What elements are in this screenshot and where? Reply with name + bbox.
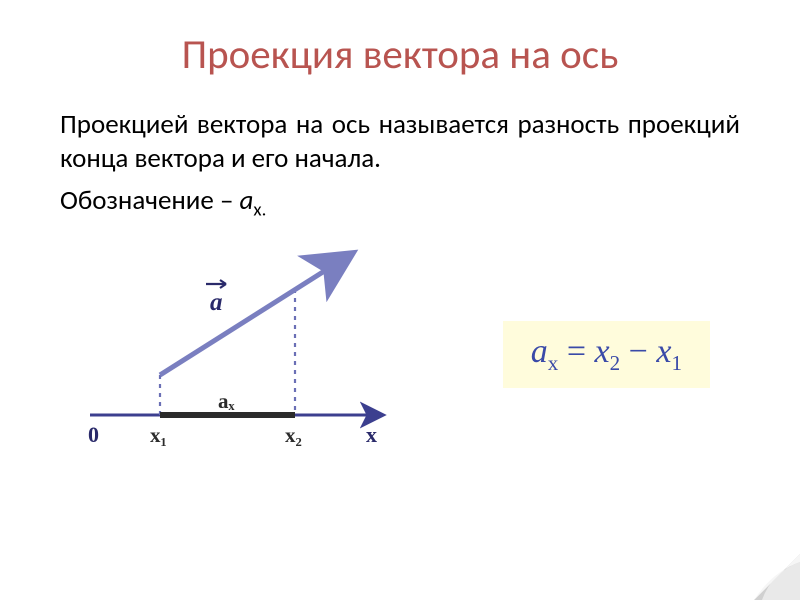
formula-eq: =: [558, 333, 594, 370]
svg-text:a: a: [210, 289, 223, 316]
page-title: Проекция вектора на ось: [60, 30, 740, 80]
definition-text: Проекцией вектора на ось называется разн…: [60, 108, 740, 176]
projection-diagram: a aₓ 0 x₁ x₂ x: [70, 240, 400, 470]
x1-label: x₁: [150, 423, 167, 447]
vector-a: [160, 258, 345, 375]
notation-text: Обозначение – ах.: [60, 184, 740, 222]
formula: ax = x2 − x1: [503, 321, 710, 388]
vector-label: a: [206, 280, 226, 316]
formula-r2-var: x: [656, 333, 671, 370]
formula-r2-sub: 1: [671, 351, 682, 375]
axis-label: x: [366, 422, 377, 447]
notation-subscript: х.: [253, 198, 266, 221]
notation-symbol: а: [240, 184, 254, 217]
formula-r1-var: x: [595, 333, 610, 370]
formula-minus: −: [620, 333, 656, 370]
formula-lhs-var: a: [531, 333, 548, 370]
x2-label: x₂: [285, 423, 302, 447]
formula-r1-sub: 2: [610, 351, 621, 375]
projection-label: aₓ: [218, 389, 236, 413]
content-row: a aₓ 0 x₁ x₂ x ax = x2 − x1: [60, 240, 740, 470]
notation-prefix: Обозначение –: [60, 184, 240, 217]
formula-lhs-sub: x: [548, 351, 559, 375]
page-curl-icon: [754, 554, 800, 600]
origin-label: 0: [88, 422, 99, 447]
